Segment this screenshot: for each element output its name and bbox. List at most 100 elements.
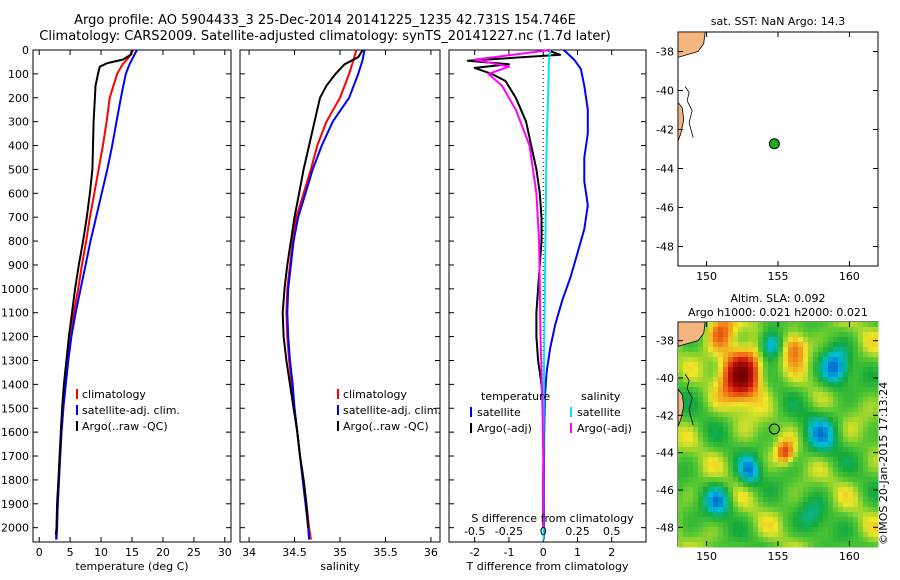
sla_map-cell [818,427,824,433]
sla_map-cell [833,447,839,453]
sla_map-cell [858,472,864,478]
sla_map-cell [678,537,684,543]
sla_map-cell [788,477,794,483]
sla_map-cell [778,482,784,488]
sla_map-cell [793,377,799,383]
sla_map-cell [858,352,864,358]
sla_map-cell [808,522,814,528]
sla_map-cell [833,397,839,403]
sla_map-cell [778,467,784,473]
sla_map-cell [773,392,779,398]
sla_map-cell [723,472,729,478]
sla_map-cell [708,347,714,353]
sla_map-cell [708,497,714,503]
sla_map-cell [743,507,749,513]
sla_map-cell [808,402,814,408]
sla_map-cell [718,492,724,498]
sla_map-cell [848,322,854,328]
difference-legend-label: satellite [477,406,521,419]
sla_map-cell [713,417,719,423]
sla_map-cell [868,347,874,353]
sla_map-cell [843,417,849,423]
sla_map-cell [763,362,769,368]
sla_map-cell [788,372,794,378]
sla_map-cell [758,527,764,533]
sla_map-cell [828,482,834,488]
sla_map-cell [793,537,799,543]
sla_map-cell [708,362,714,368]
sla_map-cell [753,467,759,473]
sla_map-cell [763,457,769,463]
sla_map-cell [778,492,784,498]
sla_map-cell [833,522,839,528]
sla_map-cell [808,422,814,428]
sla_map-cell [838,337,844,343]
sla_map-cell [783,322,789,328]
sla_map-cell [798,327,804,333]
sla_map-cell [833,542,839,548]
sla_map-cell [768,402,774,408]
sla_map-cell [753,342,759,348]
sla_map-cell [823,362,829,368]
sla_map-cell [713,347,719,353]
sla_map-cell [738,497,744,503]
sla_map-cell [768,357,774,363]
sla_map-cell [858,502,864,508]
temperature-legend-label: climatology [82,388,146,401]
sla_map-cell [798,377,804,383]
sla_map-cell [713,412,719,418]
sla_map-cell [783,507,789,513]
sla_map-cell [868,332,874,338]
sla_map-cell [758,352,764,358]
sla_map-cell [828,352,834,358]
sla_map-cell [853,512,859,518]
sla_map-cell [698,537,704,543]
sla_map-cell [868,487,874,493]
sla_map-cell [738,437,744,443]
sla_map-cell [728,517,734,523]
sla_map-cell [758,512,764,518]
sla_map-cell [738,392,744,398]
sla_map-cell [783,367,789,373]
sla_map-cell [808,412,814,418]
sla_map-cell [753,447,759,453]
sla_map-cell [693,472,699,478]
sla_map-cell [708,382,714,388]
salinity-xtick-label: 36 [424,546,438,559]
sla_map-cell [678,542,684,548]
sla_map-cell [728,322,734,328]
sla_map-cell [853,352,859,358]
sla_map-cell [773,427,779,433]
sla_map-cell [683,467,689,473]
sla_map-cell [723,337,729,343]
sla_map-cell [748,442,754,448]
sla_map-cell [838,527,844,533]
sla_map-cell [733,517,739,523]
sla_map-cell [768,367,774,373]
sla_map-cell [713,332,719,338]
sla_map-cell [868,462,874,468]
sla_map-ytick-label: -48 [656,521,674,534]
sla_map-xtick-label: 160 [839,550,860,563]
sla_map-cell [793,472,799,478]
sla_map-cell [868,452,874,458]
sla_map-cell [728,357,734,363]
sla_map-cell [773,462,779,468]
sla_map-cell [683,517,689,523]
sla_map-cell [838,517,844,523]
sla_map-cell [858,512,864,518]
difference-xtick2-label: 0.5 [603,525,621,538]
sla_map-cell [798,417,804,423]
sla_map-cell [738,327,744,333]
sla_map-cell [853,362,859,368]
salinity-legend-label: climatology [343,388,407,401]
sla_map-cell [743,427,749,433]
sla_map-cell [683,472,689,478]
sla_map-cell [823,352,829,358]
sla_map-cell [843,477,849,483]
depth-tick-label: 200 [8,92,29,105]
sla_map-cell [803,387,809,393]
sla_map-cell [788,537,794,543]
sla_map-cell [768,497,774,503]
